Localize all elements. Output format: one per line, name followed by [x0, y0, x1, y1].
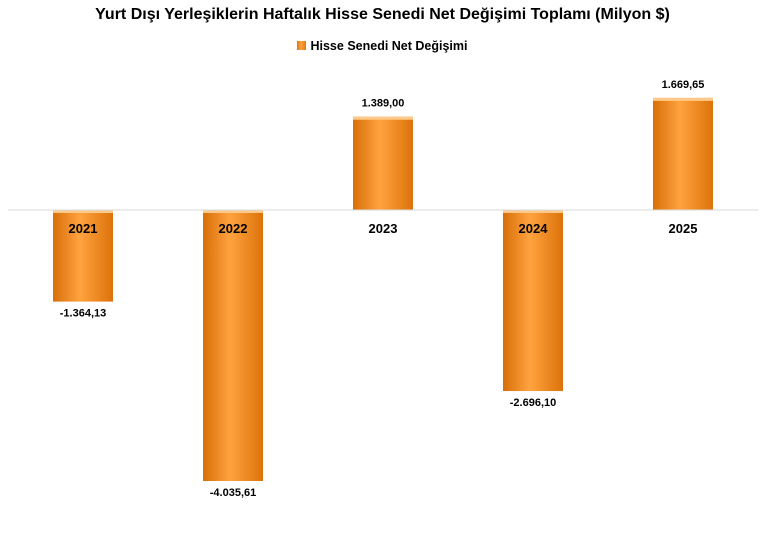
data-label-2024: -2.696,10	[510, 397, 556, 409]
data-label-2025: 1.669,65	[662, 79, 705, 91]
x-tick-label-2022: 2022	[219, 221, 248, 236]
bar-2022	[203, 210, 263, 481]
legend-swatch	[297, 41, 307, 51]
bar-cap-2025	[653, 97, 713, 101]
x-tick-label-2021: 2021	[69, 221, 98, 236]
bar-2023	[353, 116, 413, 210]
bar-cap-2021	[53, 210, 113, 213]
bar-cap-2024	[503, 210, 563, 213]
chart-title: Yurt Dışı Yerleşiklerin Haftalık Hisse S…	[95, 6, 670, 23]
bar-cap-2022	[203, 210, 263, 213]
bar-2025	[653, 97, 713, 210]
legend: Hisse Senedi Net Değişimi	[0, 39, 765, 53]
data-label-2023: 1.389,00	[362, 98, 405, 110]
bars-group	[53, 97, 713, 481]
data-label-2022: -4.035,61	[210, 487, 256, 499]
legend-label: Hisse Senedi Net Değişimi	[310, 39, 468, 53]
data-labels-group: -1.364,13 -4.035,61 1.389,00 -2.696,10 1.669…	[60, 79, 705, 499]
data-label-2021: -1.364,13	[60, 308, 106, 320]
x-tick-label-2025: 2025	[669, 221, 698, 236]
bar-2021	[53, 210, 113, 302]
bar-cap-2023	[353, 116, 413, 120]
bar-2024	[503, 210, 563, 392]
x-tick-label-2024: 2024	[519, 221, 549, 236]
x-tick-label-2023: 2023	[369, 221, 398, 236]
category-ticks-group: 2021 2022 2023 2024 2025	[69, 221, 698, 236]
